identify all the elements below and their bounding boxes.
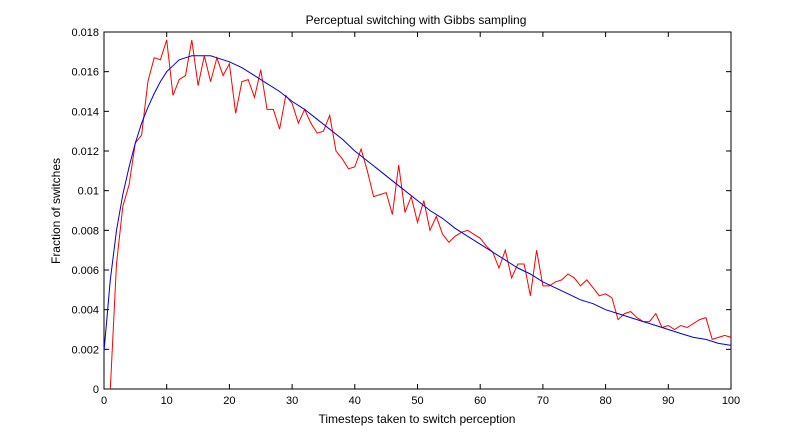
y-tick-label: 0.018	[71, 27, 99, 39]
x-tick-label: 0	[101, 395, 107, 407]
y-tick-label: 0.002	[71, 344, 99, 356]
x-tick-label: 60	[474, 395, 486, 407]
x-axis-label: Timesteps taken to switch perception	[319, 412, 516, 426]
x-tick-label: 50	[411, 395, 423, 407]
y-axis-label: Fraction of switches	[49, 158, 63, 264]
series-line-2	[103, 55, 732, 352]
x-tick-label: 100	[722, 395, 740, 407]
series-line-1	[109, 39, 732, 390]
x-tick-label: 10	[161, 395, 173, 407]
x-tick-label: 20	[223, 395, 235, 407]
y-axis-ticks: 0 0.002 0.004 0.006 0.008 0.01 0.012 0.014 0.016…	[71, 27, 731, 396]
chart-title: Perceptual switching with Gibbs sampling	[306, 13, 527, 27]
y-tick-label: 0.006	[71, 265, 99, 277]
y-tick-label: 0.014	[71, 106, 99, 118]
x-axis-ticks: 0 10 20 30 40 50 60 70 80 90 100	[101, 32, 740, 407]
y-tick-label: 0	[93, 384, 99, 396]
y-tick-label: 0.012	[71, 146, 99, 158]
x-tick-label: 30	[286, 395, 298, 407]
x-tick-label: 90	[662, 395, 674, 407]
series-layer	[103, 39, 732, 390]
x-tick-label: 40	[349, 395, 361, 407]
y-tick-label: 0.01	[78, 186, 99, 198]
x-tick-label: 70	[537, 395, 549, 407]
y-tick-label: 0.016	[71, 67, 99, 79]
y-tick-label: 0.008	[71, 225, 99, 237]
plot-frame	[103, 31, 732, 390]
x-tick-label: 80	[599, 395, 611, 407]
y-tick-label: 0.004	[71, 305, 99, 317]
